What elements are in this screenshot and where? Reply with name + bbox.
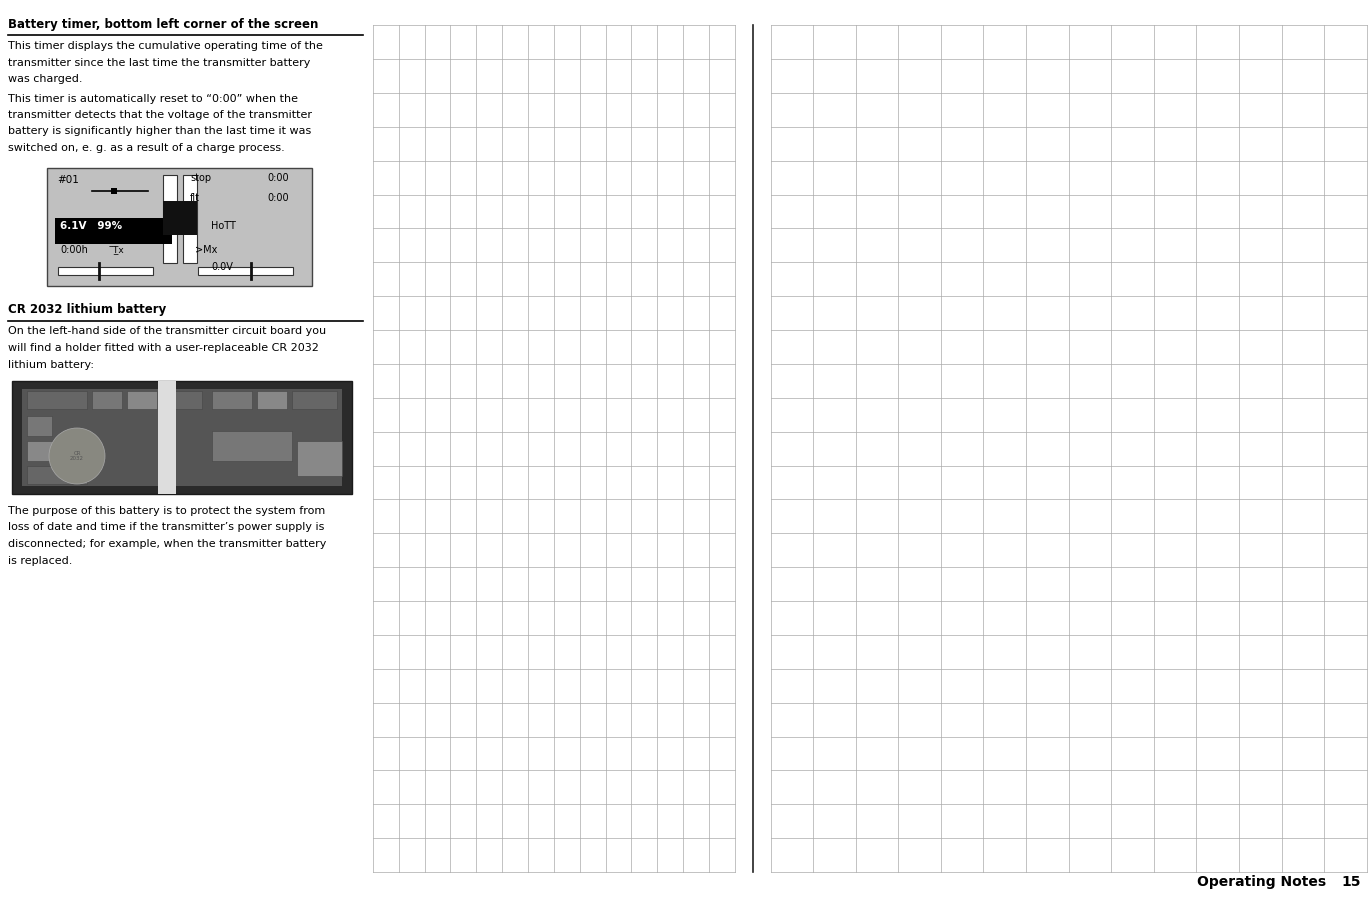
Text: 0.0V: 0.0V: [211, 262, 233, 271]
Text: The purpose of this battery is to protect the system from: The purpose of this battery is to protec…: [8, 506, 325, 516]
Text: ̅T̲x: ̅T̲x: [114, 245, 123, 254]
Bar: [213, 391, 252, 409]
Text: will find a holder fitted with a user-replaceable CR 2032: will find a holder fitted with a user-re…: [8, 343, 319, 353]
Text: transmitter since the last time the transmitter battery: transmitter since the last time the tran…: [8, 58, 310, 67]
Bar: [111, 188, 118, 194]
Bar: [58, 267, 154, 275]
Text: lithium battery:: lithium battery:: [8, 360, 95, 369]
Bar: [213, 431, 292, 461]
Text: This timer displays the cumulative operating time of the: This timer displays the cumulative opera…: [8, 41, 324, 51]
Bar: [27, 466, 86, 484]
Bar: [55, 218, 171, 245]
Text: disconnected; for example, when the transmitter battery: disconnected; for example, when the tran…: [8, 539, 326, 549]
Bar: [256, 391, 287, 409]
Bar: [162, 391, 202, 409]
Bar: [158, 381, 177, 494]
Bar: [12, 381, 352, 494]
Text: >Mx: >Mx: [196, 245, 218, 255]
Bar: [298, 441, 341, 476]
Text: transmitter detects that the voltage of the transmitter: transmitter detects that the voltage of …: [8, 110, 313, 120]
Text: On the left-hand side of the transmitter circuit board you: On the left-hand side of the transmitter…: [8, 326, 326, 336]
Text: 0:00: 0:00: [267, 174, 288, 183]
Text: is replaced.: is replaced.: [8, 556, 73, 565]
Text: Operating Notes: Operating Notes: [1197, 875, 1326, 889]
Text: This timer is automatically reset to “0:00” when the: This timer is automatically reset to “0:…: [8, 93, 298, 103]
Bar: [92, 391, 122, 409]
Bar: [197, 267, 293, 275]
Bar: [27, 416, 52, 436]
Text: 0:00h: 0:00h: [60, 245, 88, 255]
Bar: [292, 391, 337, 409]
Text: Battery timer, bottom left corner of the screen: Battery timer, bottom left corner of the…: [8, 18, 318, 31]
Text: #01: #01: [58, 174, 80, 184]
Bar: [27, 441, 52, 461]
Text: was charged.: was charged.: [8, 74, 82, 84]
Text: CR 2032 lithium battery: CR 2032 lithium battery: [8, 304, 166, 316]
Bar: [182, 174, 196, 263]
Text: loss of date and time if the transmitter’s power supply is: loss of date and time if the transmitter…: [8, 522, 325, 532]
Text: 15: 15: [1341, 875, 1361, 889]
Bar: [163, 201, 196, 235]
Text: HoTT: HoTT: [211, 220, 236, 231]
Bar: [27, 391, 86, 409]
Circle shape: [49, 428, 106, 484]
Text: 6.1V   99%: 6.1V 99%: [60, 220, 122, 231]
Bar: [22, 389, 341, 486]
Text: switched on, e. g. as a result of a charge process.: switched on, e. g. as a result of a char…: [8, 143, 285, 153]
Text: 0:00: 0:00: [267, 193, 288, 203]
Text: CR
2032: CR 2032: [70, 450, 84, 461]
Bar: [128, 391, 158, 409]
Text: stop: stop: [191, 174, 211, 183]
Bar: [163, 174, 177, 263]
Text: flt: flt: [191, 193, 200, 203]
Text: battery is significantly higher than the last time it was: battery is significantly higher than the…: [8, 127, 311, 137]
Bar: [47, 167, 313, 286]
